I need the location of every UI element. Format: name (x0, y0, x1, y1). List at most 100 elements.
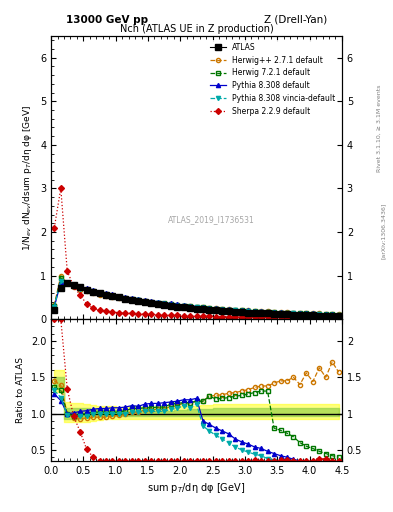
Pythia 8.308 vincia-default (278, 310, 283, 316)
Herwig++ 2.7.1 default (207, 305, 212, 311)
Sherpa 2.2.9 default (239, 314, 244, 320)
Pythia 8.308 vincia-default (130, 296, 134, 303)
Herwig 7.2.1 default (259, 309, 263, 315)
Herwig 7.2.1 default (213, 306, 218, 312)
Pythia 8.308 default (97, 289, 102, 295)
Pythia 8.308 vincia-default (175, 303, 180, 309)
Pythia 8.308 default (123, 294, 128, 300)
Herwig++ 2.7.1 default (330, 311, 334, 317)
Sherpa 2.2.9 default (130, 310, 134, 316)
Pythia 8.308 vincia-default (155, 301, 160, 307)
Pythia 8.308 default (272, 309, 276, 315)
Herwig 7.2.1 default (278, 310, 283, 316)
Herwig++ 2.7.1 default (194, 304, 199, 310)
Pythia 8.308 default (330, 311, 334, 317)
Sherpa 2.2.9 default (272, 314, 276, 321)
Herwig++ 2.7.1 default (155, 300, 160, 306)
Pythia 8.308 default (175, 301, 180, 307)
Sherpa 2.2.9 default (252, 314, 257, 320)
Herwig 7.2.1 default (310, 311, 315, 317)
Herwig++ 2.7.1 default (233, 307, 238, 313)
Herwig 7.2.1 default (110, 292, 115, 298)
Herwig 7.2.1 default (188, 303, 193, 309)
Sherpa 2.2.9 default (117, 310, 121, 316)
Sherpa 2.2.9 default (226, 313, 231, 319)
Pythia 8.308 default (213, 305, 218, 311)
Pythia 8.308 default (265, 309, 270, 315)
Herwig 7.2.1 default (220, 306, 225, 312)
Herwig++ 2.7.1 default (252, 308, 257, 314)
Text: ATLAS_2019_I1736531: ATLAS_2019_I1736531 (168, 216, 254, 224)
Herwig 7.2.1 default (149, 298, 154, 305)
Sherpa 2.2.9 default (59, 185, 63, 191)
Pythia 8.308 vincia-default (188, 304, 193, 310)
Pythia 8.308 default (155, 298, 160, 305)
Pythia 8.308 vincia-default (162, 301, 167, 307)
Pythia 8.308 default (59, 279, 63, 285)
Herwig++ 2.7.1 default (142, 298, 147, 304)
Pythia 8.308 vincia-default (317, 311, 321, 317)
Pythia 8.308 vincia-default (323, 312, 328, 318)
Pythia 8.308 vincia-default (149, 300, 154, 306)
Pythia 8.308 default (207, 305, 212, 311)
Herwig++ 2.7.1 default (239, 307, 244, 313)
Herwig++ 2.7.1 default (168, 301, 173, 307)
Pythia 8.308 default (310, 310, 315, 316)
Pythia 8.308 vincia-default (252, 309, 257, 315)
Sherpa 2.2.9 default (336, 315, 341, 322)
Herwig++ 2.7.1 default (117, 295, 121, 301)
Sherpa 2.2.9 default (188, 313, 193, 319)
Sherpa 2.2.9 default (136, 311, 141, 317)
Herwig++ 2.7.1 default (84, 288, 89, 294)
Herwig 7.2.1 default (130, 295, 134, 302)
Herwig 7.2.1 default (207, 305, 212, 311)
Y-axis label: 1/N$_{ev}$ dN$_{ev}$/dsum p$_T$/dη dφ [GeV]: 1/N$_{ev}$ dN$_{ev}$/dsum p$_T$/dη dφ [G… (22, 104, 35, 250)
Herwig++ 2.7.1 default (226, 306, 231, 312)
Y-axis label: Ratio to ATLAS: Ratio to ATLAS (16, 357, 25, 423)
Herwig++ 2.7.1 default (136, 297, 141, 304)
Sherpa 2.2.9 default (91, 305, 95, 311)
Herwig 7.2.1 default (226, 307, 231, 313)
Herwig 7.2.1 default (123, 295, 128, 301)
Pythia 8.308 default (259, 308, 263, 314)
Herwig++ 2.7.1 default (291, 310, 296, 316)
Sherpa 2.2.9 default (181, 313, 186, 319)
Sherpa 2.2.9 default (84, 301, 89, 307)
Sherpa 2.2.9 default (310, 315, 315, 321)
Herwig 7.2.1 default (65, 281, 70, 287)
Herwig 7.2.1 default (52, 303, 57, 309)
Sherpa 2.2.9 default (278, 314, 283, 321)
Sherpa 2.2.9 default (168, 312, 173, 318)
Sherpa 2.2.9 default (200, 313, 205, 319)
Herwig++ 2.7.1 default (130, 296, 134, 303)
Herwig++ 2.7.1 default (317, 310, 321, 316)
Herwig 7.2.1 default (285, 310, 289, 316)
Pythia 8.308 vincia-default (168, 302, 173, 308)
Herwig++ 2.7.1 default (162, 301, 167, 307)
Sherpa 2.2.9 default (323, 315, 328, 321)
Pythia 8.308 default (188, 303, 193, 309)
Herwig++ 2.7.1 default (78, 286, 83, 292)
Text: [arXiv:1306.3436]: [arXiv:1306.3436] (381, 202, 386, 259)
Herwig 7.2.1 default (336, 312, 341, 318)
Pythia 8.308 vincia-default (104, 292, 108, 298)
Pythia 8.308 vincia-default (97, 290, 102, 296)
Herwig 7.2.1 default (104, 291, 108, 297)
Pythia 8.308 default (142, 297, 147, 303)
Herwig 7.2.1 default (317, 311, 321, 317)
Pythia 8.308 vincia-default (272, 310, 276, 316)
Pythia 8.308 default (149, 298, 154, 304)
Pythia 8.308 default (233, 307, 238, 313)
Pythia 8.308 default (65, 281, 70, 287)
Pythia 8.308 vincia-default (265, 309, 270, 315)
Herwig++ 2.7.1 default (181, 303, 186, 309)
Pythia 8.308 vincia-default (65, 281, 70, 287)
Sherpa 2.2.9 default (149, 311, 154, 317)
Pythia 8.308 vincia-default (110, 293, 115, 299)
Pythia 8.308 vincia-default (207, 306, 212, 312)
Pythia 8.308 vincia-default (259, 309, 263, 315)
Herwig++ 2.7.1 default (91, 290, 95, 296)
Pythia 8.308 default (104, 290, 108, 296)
Herwig 7.2.1 default (304, 310, 309, 316)
Herwig++ 2.7.1 default (278, 309, 283, 315)
